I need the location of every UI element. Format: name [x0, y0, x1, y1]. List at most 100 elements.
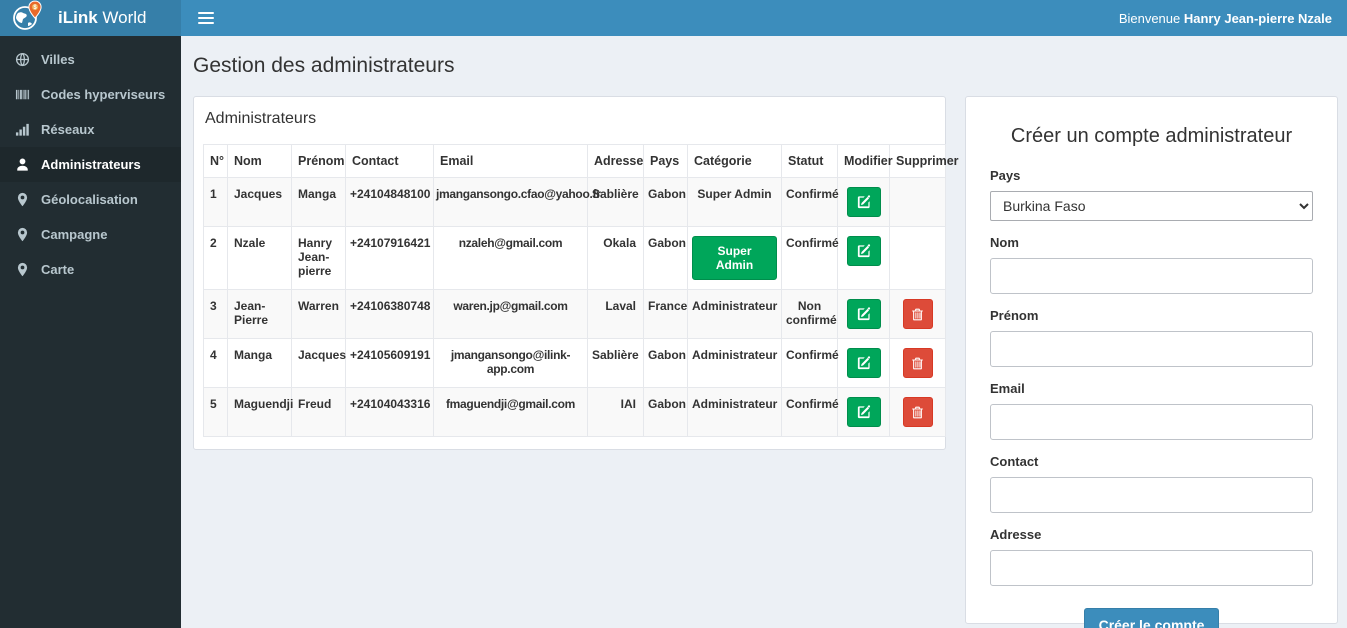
edit-button[interactable]: [846, 299, 881, 329]
contact-input[interactable]: [990, 477, 1313, 513]
trash-icon: [911, 406, 924, 419]
cell-contact: +24107916421: [345, 226, 434, 290]
edit-button[interactable]: [846, 187, 881, 217]
top-bar: $ iLink World Bienvenue Hanry Jean-pierr…: [0, 0, 1347, 36]
sidebar-item-label: Réseaux: [41, 122, 95, 137]
welcome-message: Bienvenue Hanry Jean-pierre Nzale: [1118, 10, 1332, 26]
bar-chart-icon: [15, 122, 30, 137]
column-header-modifier: Modifier: [837, 144, 893, 178]
cell-nom: Manga: [227, 338, 292, 388]
sidebar: Villes Codes hyperviseurs Réseaux Administr…: [0, 36, 181, 628]
edit-icon: [857, 356, 871, 370]
sidebar-item-label: Géolocalisation: [41, 192, 138, 207]
sidebar-item-carte[interactable]: Carte: [0, 252, 181, 287]
table-row: 5 Maguendji Freud +24104043316 fmaguendji@gm…: [203, 387, 946, 437]
field-pays: Pays Burkina Faso: [990, 168, 1313, 221]
category-button[interactable]: Super Admin: [692, 236, 777, 280]
column-header-categorie: Catégorie: [687, 144, 782, 178]
cell-modifier: [837, 338, 890, 388]
cell-adresse: Sablière: [587, 338, 644, 388]
cell-prenom: Freud: [291, 387, 346, 437]
sidebar-item-label: Administrateurs: [41, 157, 141, 172]
cell-adresse: Sablière: [587, 177, 644, 227]
app-title: iLink World: [58, 8, 147, 27]
cell-num: 5: [203, 387, 228, 437]
column-header-contact: Contact: [345, 144, 434, 178]
cell-supprimer: [889, 177, 946, 227]
cell-modifier: [837, 387, 890, 437]
prenom-input[interactable]: [990, 331, 1313, 367]
cell-nom: Jacques: [227, 177, 292, 227]
column-header-statut: Statut: [781, 144, 838, 178]
cell-nom: Maguendji: [227, 387, 293, 437]
field-adresse: Adresse: [990, 527, 1313, 586]
sidebar-item-reseaux[interactable]: Réseaux: [0, 112, 181, 147]
trash-icon: [911, 308, 924, 321]
email-input[interactable]: [990, 404, 1313, 440]
cell-contact: +24104848100: [345, 177, 434, 227]
cell-contact: +24105609191: [345, 338, 434, 388]
cell-nom: Jean-Pierre: [227, 289, 292, 339]
sidebar-item-geolocalisation[interactable]: Géolocalisation: [0, 182, 181, 217]
map-marker-icon: [15, 262, 30, 277]
adresse-input[interactable]: [990, 550, 1313, 586]
cell-supprimer: [889, 226, 946, 290]
sidebar-item-administrateurs[interactable]: Administrateurs: [0, 147, 181, 182]
edit-icon: [857, 307, 871, 321]
cell-prenom: Jacques: [291, 338, 346, 388]
cell-email: fmaguendji@gmail.com: [433, 387, 588, 437]
cell-statut: Confirmé: [781, 177, 839, 227]
user-icon: [15, 157, 30, 172]
prenom-label: Prénom: [990, 308, 1039, 323]
cell-adresse: Laval: [587, 289, 644, 339]
field-prenom: Prénom: [990, 308, 1313, 367]
cell-pays: Gabon: [643, 387, 688, 437]
cell-pays: Gabon: [643, 226, 688, 290]
cell-modifier: [837, 289, 890, 339]
barcode-icon: [15, 87, 30, 102]
delete-button[interactable]: [902, 397, 933, 427]
cell-categorie: Administrateur: [687, 387, 782, 437]
create-account-button[interactable]: Créer le compte: [1083, 608, 1220, 628]
nom-label: Nom: [990, 235, 1019, 250]
sidebar-item-villes[interactable]: Villes: [0, 42, 181, 77]
delete-button[interactable]: [902, 348, 933, 378]
cell-modifier: [837, 177, 890, 227]
edit-button[interactable]: [846, 397, 881, 427]
edit-icon: [857, 244, 871, 258]
email-label: Email: [990, 381, 1025, 396]
cell-supprimer: [889, 387, 946, 437]
sidebar-item-label: Codes hyperviseurs: [41, 87, 166, 102]
cell-email: jmangansongo@ilink-app.com: [433, 338, 588, 388]
pays-label: Pays: [990, 168, 1021, 183]
cell-num: 4: [203, 338, 228, 388]
hamburger-icon[interactable]: [196, 8, 216, 28]
cell-supprimer: [889, 289, 946, 339]
sidebar-item-codes-hyperviseurs[interactable]: Codes hyperviseurs: [0, 77, 181, 112]
sidebar-item-label: Campagne: [41, 227, 108, 242]
table-row: 3 Jean-Pierre Warren +24106380748 waren.jp@g…: [203, 289, 946, 339]
trash-icon: [911, 357, 924, 370]
cell-adresse: Okala: [587, 226, 644, 290]
cell-num: 1: [203, 177, 228, 227]
column-header-email: Email: [433, 144, 588, 178]
edit-icon: [857, 195, 871, 209]
cell-supprimer: [889, 338, 946, 388]
brand-logo-area[interactable]: $ iLink World: [0, 0, 181, 36]
nom-input[interactable]: [990, 258, 1313, 294]
cell-modifier: [837, 226, 890, 290]
cell-statut: Non confirmé: [781, 289, 838, 339]
edit-button[interactable]: [846, 348, 881, 378]
cell-statut: Confirmé: [781, 338, 839, 388]
cell-categorie: Super Admin: [687, 177, 782, 227]
cell-contact: +24106380748: [345, 289, 434, 339]
sidebar-item-campagne[interactable]: Campagne: [0, 217, 181, 252]
column-header-supprimer: Supprimer: [889, 144, 959, 178]
pays-select[interactable]: Burkina Faso: [990, 191, 1313, 221]
cell-categorie: Administrateur: [687, 289, 782, 339]
cell-categorie: Administrateur: [687, 338, 782, 388]
edit-button[interactable]: [846, 236, 881, 266]
map-marker-icon: [15, 227, 30, 242]
delete-button[interactable]: [902, 299, 933, 329]
administrators-table: N° Nom Prénom Contact Email Adresse Pays Catégo…: [203, 144, 959, 437]
